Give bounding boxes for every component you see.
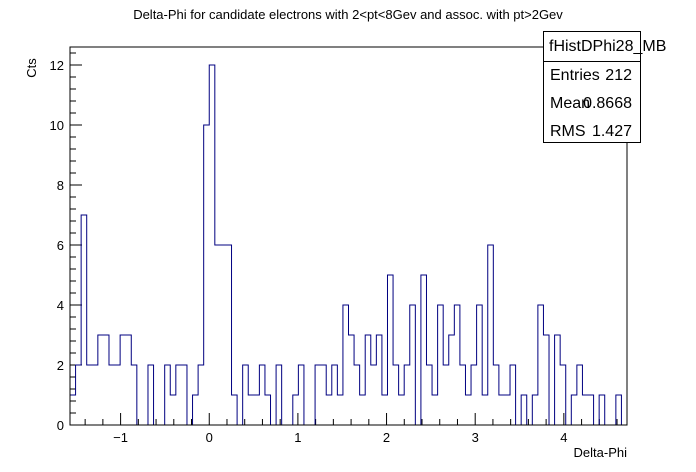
- y-tick-label: 8: [57, 178, 64, 193]
- x-tick-label: 3: [472, 430, 479, 445]
- x-tick-label: 2: [383, 430, 390, 445]
- x-tick-label: 1: [294, 430, 301, 445]
- y-tick-label: 4: [57, 298, 64, 313]
- y-tick-label: 10: [50, 118, 64, 133]
- stats-row-rms: RMS 1.427: [544, 118, 640, 146]
- histogram-series-line: [69, 64, 627, 426]
- stats-rms-value: 1.427: [591, 123, 632, 140]
- x-tick-label: −1: [113, 430, 128, 445]
- y-tick-labels: 0 2 4 6 8 10 12: [50, 58, 64, 433]
- stats-box: fHistDPhi28_MB Entries 212 Mean 0.8668 R…: [543, 31, 666, 146]
- stats-mean-label: Mean: [550, 95, 591, 112]
- chart-title: Delta-Phi for candidate electrons with 2…: [133, 7, 563, 22]
- stats-rms-label: RMS: [550, 123, 586, 140]
- x-tick-label: 4: [560, 430, 567, 445]
- y-tick-label: 2: [57, 358, 64, 373]
- y-tick-label: 12: [50, 58, 64, 73]
- stats-row-mean: Mean 0.8668: [544, 90, 640, 118]
- stats-row-entries: Entries 212: [544, 62, 640, 90]
- y-axis-label: Cts: [24, 58, 39, 78]
- y-tick-label: 0: [57, 418, 64, 433]
- x-axis-label: Delta-Phi: [574, 445, 628, 460]
- x-tick-label: 0: [206, 430, 213, 445]
- plot-frame: [69, 46, 628, 426]
- stats-entries-value: 212: [605, 67, 632, 84]
- stats-hist-name: fHistDPhi28_MB: [544, 32, 666, 62]
- x-tick-labels: −1 0 1 2 3 4: [113, 430, 567, 445]
- axis-ticks: [70, 52, 618, 426]
- stats-mean-value: 0.8668: [583, 95, 632, 112]
- y-tick-label: 6: [57, 238, 64, 253]
- stats-entries-label: Entries: [550, 67, 600, 84]
